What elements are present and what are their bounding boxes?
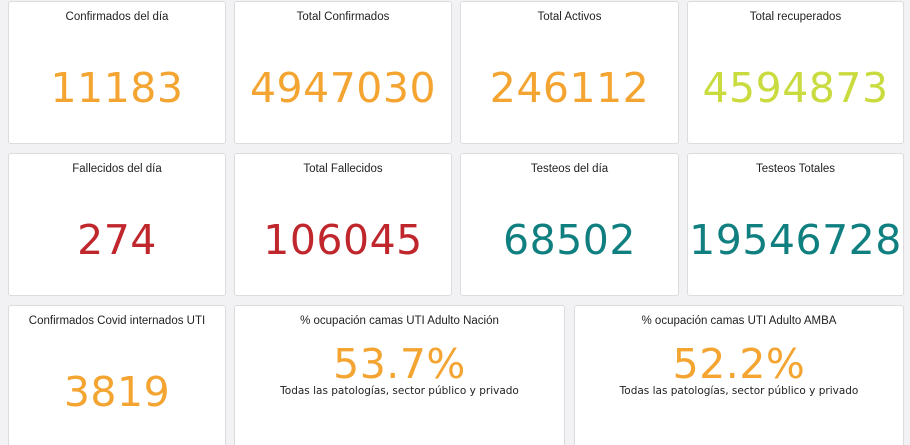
card-title: % ocupación camas UTI Adulto Nación	[300, 315, 499, 327]
card-fallecidos-del-dia: Fallecidos del día 274	[8, 153, 226, 296]
card-total-fallecidos: Total Fallecidos 106045	[234, 153, 452, 296]
card-value: 4947030	[249, 64, 437, 112]
card-testeos-totales: Testeos Totales 19546728	[687, 153, 904, 296]
card-title: Total recuperados	[749, 11, 842, 23]
card-title: Total Fallecidos	[303, 163, 383, 175]
card-value: 106045	[263, 216, 423, 264]
card-title: Confirmados del día	[65, 11, 169, 23]
card-total-confirmados: Total Confirmados 4947030	[234, 1, 452, 144]
card-value: 4594873	[702, 64, 889, 112]
card-value: 19546728	[689, 216, 902, 264]
card-subtitle: Todas las patologías, sector público y p…	[280, 385, 519, 397]
card-testeos-del-dia: Testeos del día 68502	[460, 153, 679, 296]
card-title: Testeos del día	[530, 163, 609, 175]
card-confirmados-del-dia: Confirmados del día 11183	[8, 1, 226, 144]
card-value: 246112	[489, 64, 650, 112]
card-value: 274	[77, 216, 157, 264]
card-ocupacion-uti-amba: % ocupación camas UTI Adulto AMBA 52.2% …	[574, 305, 904, 445]
card-title: Total Confirmados	[296, 11, 390, 23]
card-subtitle: Todas las patologías, sector público y p…	[619, 385, 859, 397]
card-title: Confirmados Covid internados UTI	[28, 315, 206, 327]
card-total-recuperados: Total recuperados 4594873	[687, 1, 904, 144]
card-value: 53.7%	[333, 340, 466, 388]
card-value: 11183	[50, 64, 184, 112]
card-ocupacion-uti-nacion: % ocupación camas UTI Adulto Nación 53.7…	[234, 305, 565, 445]
card-title: Fallecidos del día	[72, 163, 162, 175]
card-confirmados-internados-uti: Confirmados Covid internados UTI 3819	[8, 305, 226, 445]
card-title: Testeos Totales	[755, 163, 836, 175]
card-value: 52.2%	[672, 340, 806, 388]
card-value: 68502	[503, 216, 636, 264]
card-total-activos: Total Activos 246112	[460, 1, 679, 144]
card-title: % ocupación camas UTI Adulto AMBA	[641, 315, 837, 327]
card-title: Total Activos	[537, 11, 602, 23]
card-value: 3819	[63, 368, 171, 416]
